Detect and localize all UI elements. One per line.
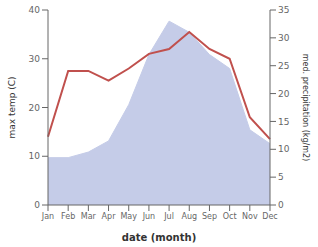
svg-text:Sep: Sep — [202, 212, 217, 221]
svg-text:max temp (C): max temp (C) — [8, 76, 17, 138]
svg-text:15: 15 — [278, 117, 289, 127]
svg-text:May: May — [120, 212, 137, 221]
svg-text:Jun: Jun — [142, 212, 156, 221]
svg-text:30: 30 — [29, 54, 41, 64]
svg-text:Feb: Feb — [61, 212, 75, 221]
svg-text:10: 10 — [278, 144, 290, 154]
svg-text:date (month): date (month) — [122, 232, 196, 243]
svg-text:Aug: Aug — [181, 212, 197, 221]
svg-text:Nov: Nov — [242, 212, 258, 221]
svg-text:Oct: Oct — [223, 212, 237, 221]
svg-text:Apr: Apr — [102, 212, 117, 221]
svg-text:20: 20 — [29, 103, 41, 113]
svg-text:5: 5 — [278, 172, 284, 182]
svg-text:0: 0 — [278, 200, 284, 210]
svg-text:30: 30 — [278, 33, 290, 43]
svg-text:40: 40 — [29, 5, 41, 15]
svg-text:med. precipitation (kg/m2): med. precipitation (kg/m2) — [301, 54, 310, 161]
svg-text:35: 35 — [278, 5, 289, 15]
svg-text:0: 0 — [34, 200, 40, 210]
svg-text:Mar: Mar — [81, 212, 97, 221]
svg-text:Jan: Jan — [41, 212, 54, 221]
svg-text:10: 10 — [29, 151, 41, 161]
svg-text:25: 25 — [278, 61, 289, 71]
svg-text:20: 20 — [278, 89, 290, 99]
svg-text:Dec: Dec — [262, 212, 277, 221]
svg-text:Jul: Jul — [163, 212, 174, 221]
